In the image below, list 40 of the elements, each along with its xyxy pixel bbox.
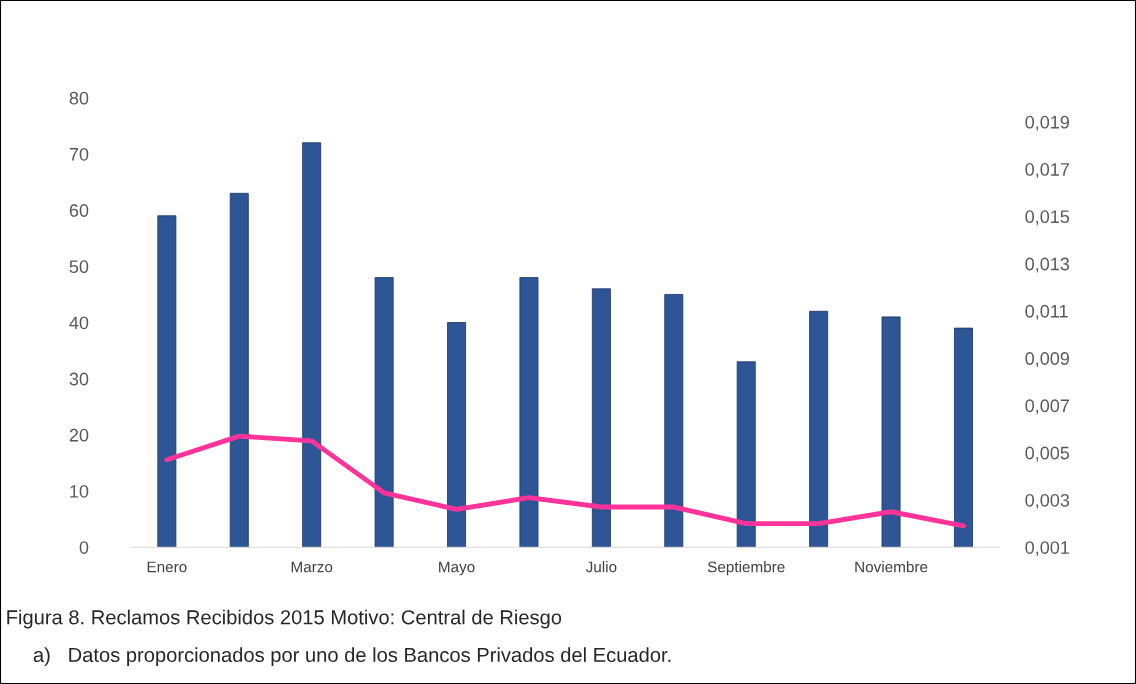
x-tick-label: Enero: [147, 561, 187, 573]
x-tick-label: Julio: [585, 561, 617, 573]
bar: [736, 361, 756, 548]
bar: [881, 316, 901, 548]
y2-tick-label: 0,017: [1025, 163, 1069, 178]
y-tick-label: 80: [69, 91, 89, 105]
y2-tick-label: 0,015: [1025, 210, 1070, 226]
bar: [519, 277, 539, 548]
y-tick-label: 0: [79, 541, 89, 554]
x-tick-label: Marzo: [291, 561, 333, 573]
bar: [229, 192, 249, 548]
bar: [157, 215, 177, 548]
bar: [809, 310, 829, 548]
y2-tick-label: 0,011: [1025, 304, 1068, 320]
bar: [954, 327, 973, 548]
y2-tick-label: 0,019: [1025, 115, 1070, 131]
y-tick-label: 40: [69, 316, 89, 330]
y2-tick-label: 0,001: [1025, 541, 1069, 557]
x-tick-label: Noviembre: [855, 561, 928, 573]
x-tick-label: Septiembre: [707, 561, 785, 576]
y2-tick-label: 0,005: [1025, 446, 1070, 462]
bar: [664, 294, 684, 548]
y2-tick-label: 0,007: [1025, 399, 1069, 415]
y-tick-label: 50: [69, 260, 89, 274]
y-tick-label: 70: [69, 147, 89, 161]
bar: [302, 142, 322, 548]
text: a) Datos proporcionados por uno de los Bancos Privados del Ecuador.: [33, 647, 671, 667]
y2-tick-label: 0,013: [1025, 257, 1070, 273]
line-series: [164, 433, 966, 529]
text: Figura 8. Reclamos Recibidos 2015 Motivo: Central de Riesgo: [7, 609, 562, 629]
y2-tick-label: 0,009: [1025, 352, 1070, 368]
bar: [374, 277, 394, 548]
x-tick-label: Mayo: [439, 561, 475, 576]
y-tick-label: 20: [69, 428, 89, 442]
y-tick-label: 30: [69, 372, 89, 386]
bar: [591, 288, 611, 548]
bar: [447, 322, 466, 548]
y-tick-label: 60: [69, 204, 89, 217]
y2-tick-label: 0,003: [1025, 493, 1070, 509]
y-tick-label: 10: [70, 484, 89, 498]
